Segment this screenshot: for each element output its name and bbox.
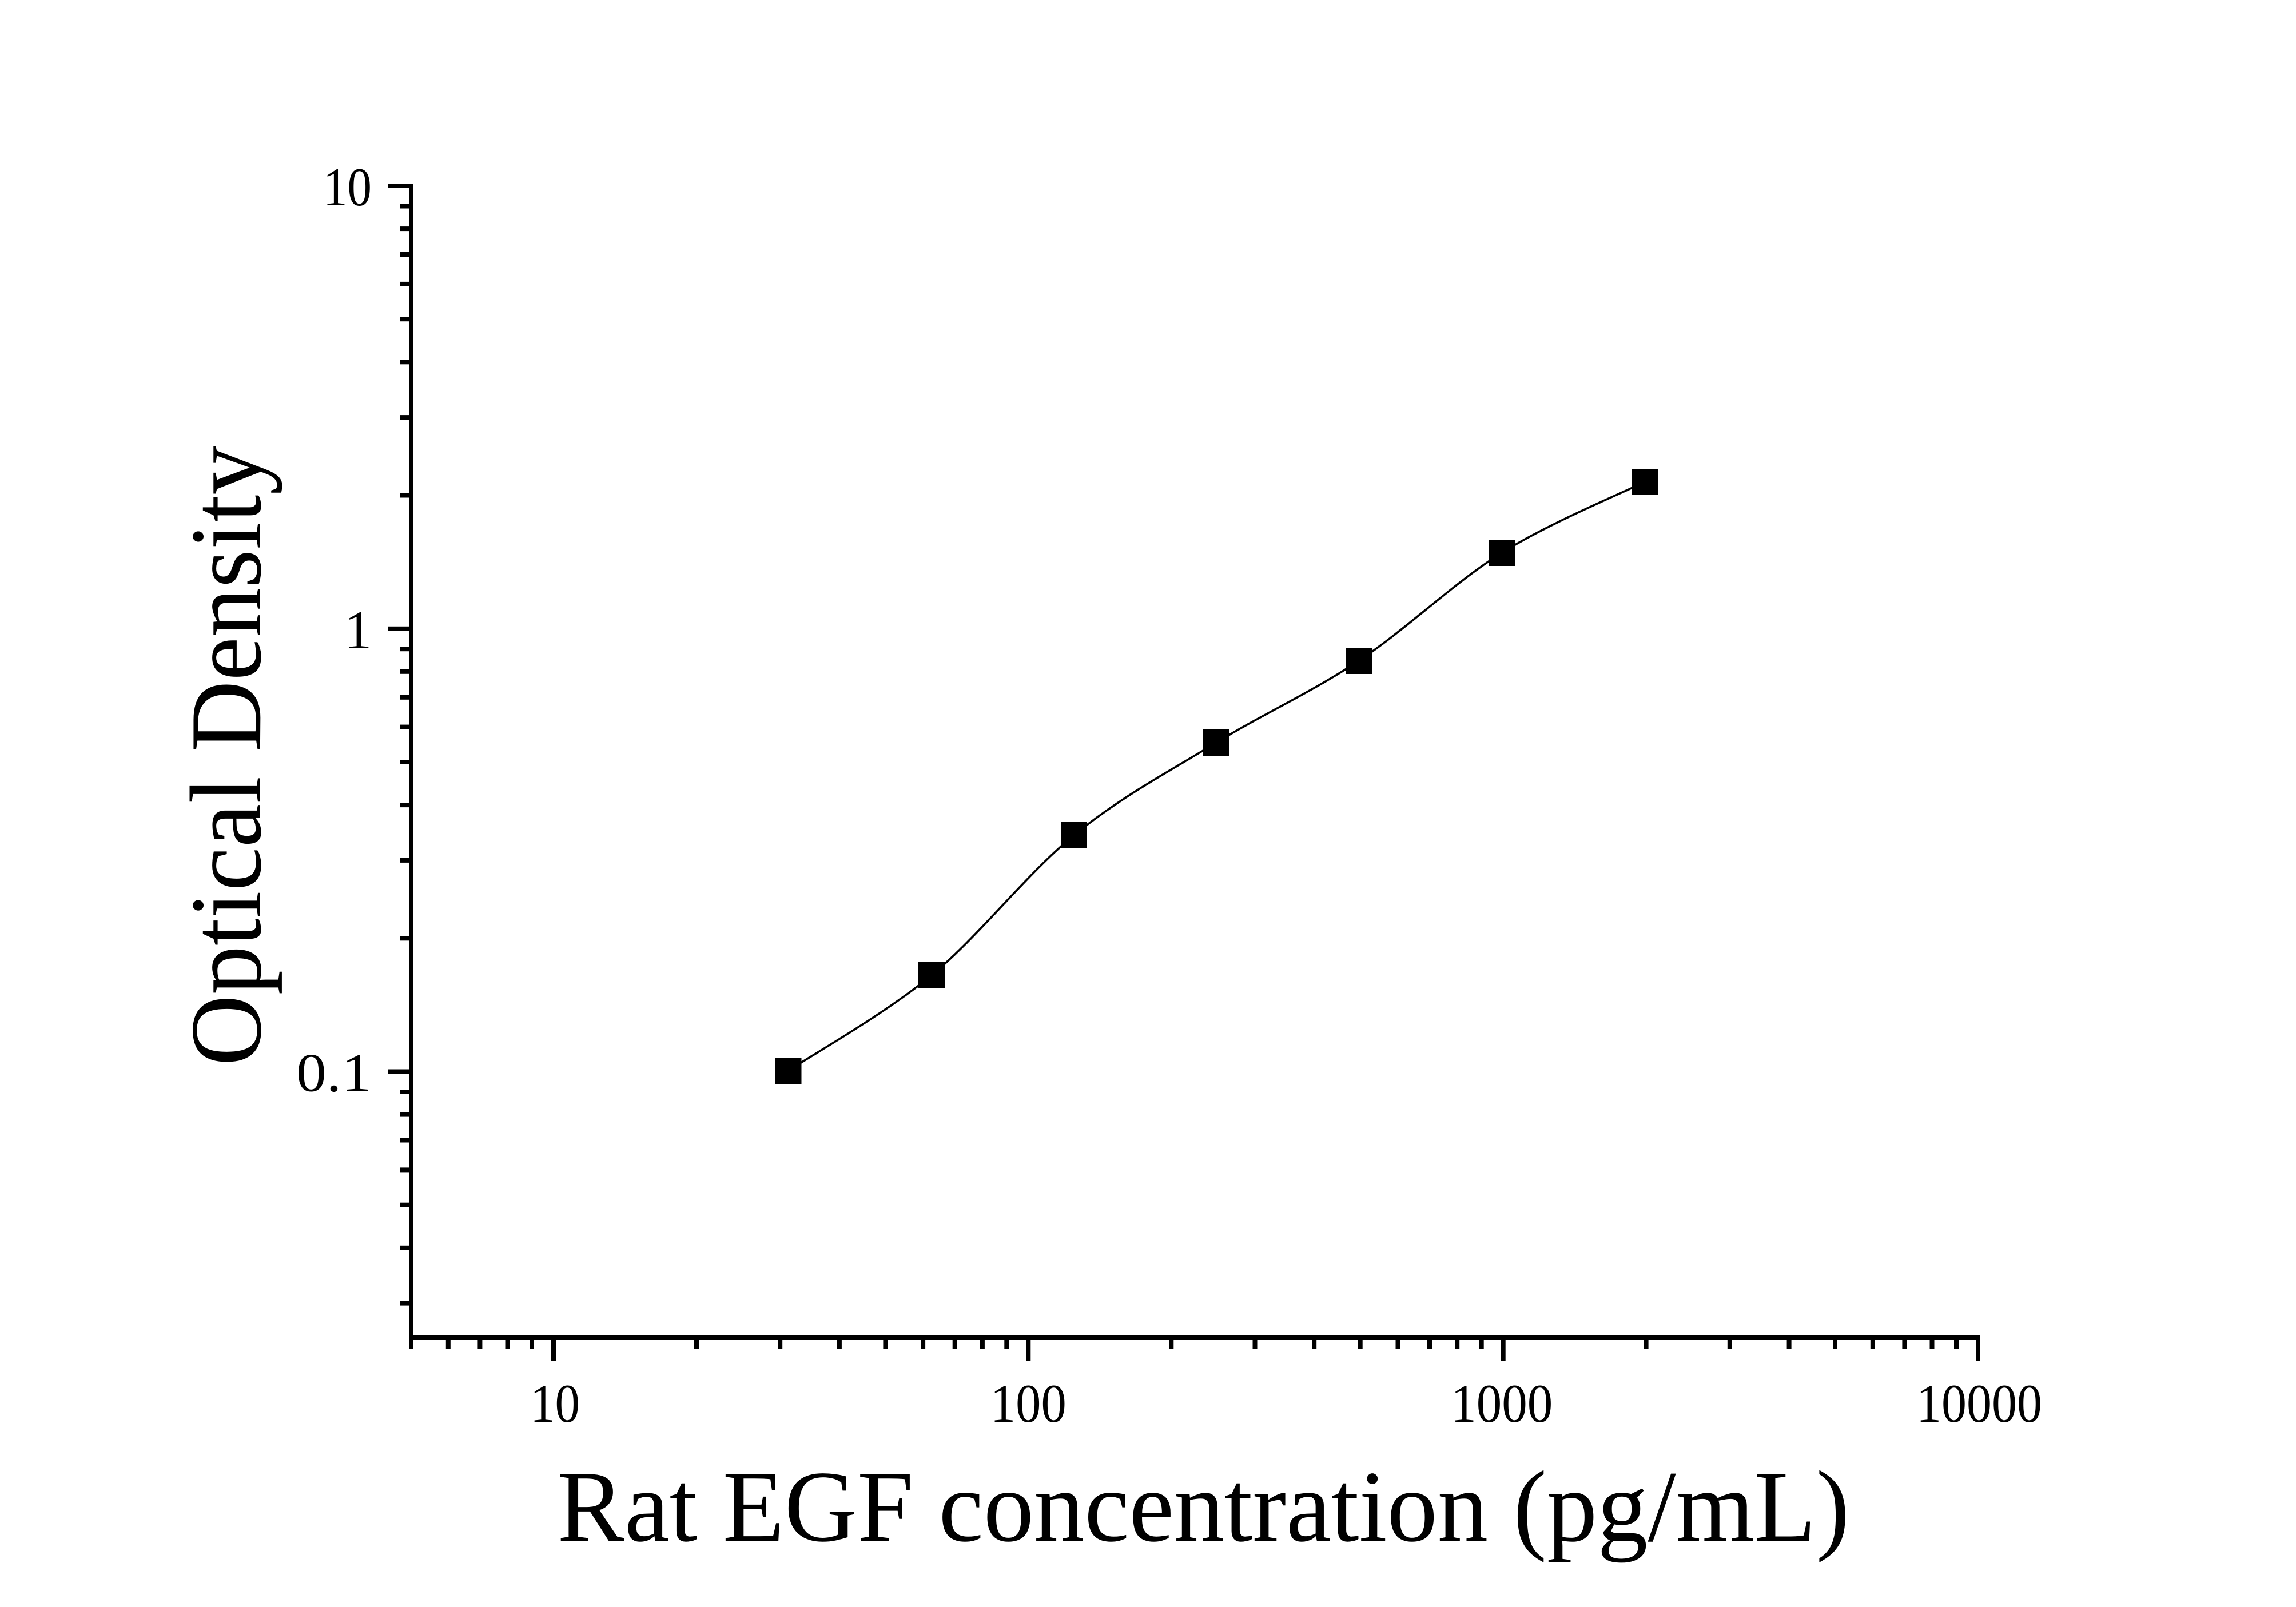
svg-text:Optical Density: Optical Density (169, 446, 282, 1066)
svg-text:10000: 10000 (1916, 1373, 2042, 1434)
svg-text:1000: 1000 (1451, 1373, 1553, 1434)
svg-text:1: 1 (345, 600, 372, 660)
svg-text:0.1: 0.1 (296, 1043, 372, 1103)
svg-text:10: 10 (530, 1373, 580, 1434)
svg-text:100: 100 (990, 1373, 1067, 1434)
svg-text:Rat EGF concentration (pg/mL): Rat EGF concentration (pg/mL) (558, 1450, 1850, 1563)
svg-text:10: 10 (323, 157, 372, 217)
